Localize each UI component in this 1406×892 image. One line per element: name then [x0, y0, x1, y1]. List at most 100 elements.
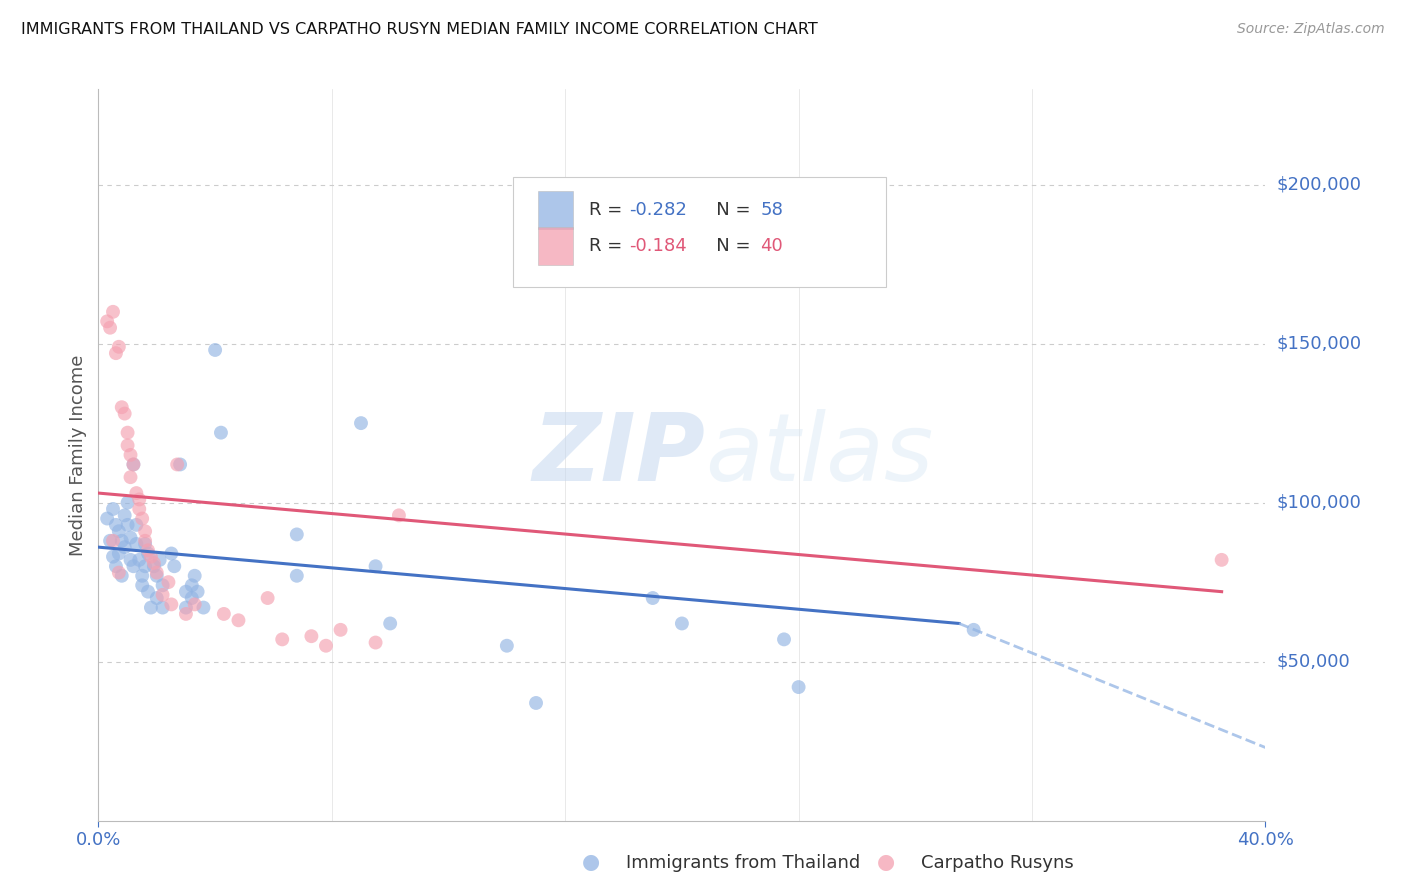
Point	[149, 553, 172, 567]
Point	[134, 537, 156, 551]
Point	[641, 591, 664, 605]
Point	[122, 458, 145, 472]
Point	[104, 517, 127, 532]
Point	[773, 632, 796, 647]
Point	[128, 502, 150, 516]
Point	[183, 598, 205, 612]
Point	[285, 568, 308, 582]
Point	[671, 616, 693, 631]
Text: $100,000: $100,000	[1277, 493, 1361, 512]
Point	[364, 559, 387, 574]
Text: -0.184: -0.184	[630, 237, 688, 255]
Point	[117, 438, 139, 452]
Text: 40: 40	[761, 237, 783, 255]
Point	[136, 547, 159, 561]
Text: 58: 58	[761, 201, 783, 219]
Point	[117, 517, 139, 532]
Point	[495, 639, 517, 653]
Point	[146, 591, 169, 605]
Point	[378, 616, 402, 631]
Text: Source: ZipAtlas.com: Source: ZipAtlas.com	[1237, 22, 1385, 37]
Point	[125, 486, 148, 500]
Point	[120, 470, 142, 484]
Point	[787, 680, 810, 694]
Text: N =: N =	[699, 201, 756, 219]
Point	[962, 623, 984, 637]
Point	[142, 559, 165, 574]
Point	[350, 416, 373, 430]
Point	[187, 584, 209, 599]
Point	[228, 613, 250, 627]
Point	[98, 533, 121, 548]
Point	[139, 600, 162, 615]
Point	[299, 629, 322, 643]
Point	[183, 568, 205, 582]
Point	[120, 553, 142, 567]
Point	[111, 533, 134, 548]
Point	[104, 559, 127, 574]
Point	[125, 517, 148, 532]
Point	[122, 559, 145, 574]
Point	[212, 607, 235, 621]
Point	[128, 553, 150, 567]
Point	[120, 531, 142, 545]
Point	[96, 314, 118, 328]
Text: $200,000: $200,000	[1277, 176, 1361, 194]
Point	[152, 578, 174, 592]
Point	[134, 524, 156, 539]
Point	[180, 578, 202, 592]
Point	[285, 527, 308, 541]
Text: IMMIGRANTS FROM THAILAND VS CARPATHO RUSYN MEDIAN FAMILY INCOME CORRELATION CHAR: IMMIGRANTS FROM THAILAND VS CARPATHO RUS…	[21, 22, 818, 37]
Text: ZIP: ZIP	[533, 409, 706, 501]
Point	[114, 540, 136, 554]
Point	[131, 511, 153, 525]
Point	[136, 543, 159, 558]
Point	[204, 343, 226, 357]
Text: ●: ●	[877, 853, 894, 872]
Point	[134, 559, 156, 574]
Point	[101, 533, 124, 548]
Point	[136, 584, 159, 599]
Text: Carpatho Rusyns: Carpatho Rusyns	[921, 855, 1074, 872]
Point	[157, 575, 180, 590]
Text: $50,000: $50,000	[1277, 653, 1350, 671]
Point	[142, 556, 165, 570]
Point	[125, 537, 148, 551]
Point	[146, 568, 169, 582]
Point	[209, 425, 232, 440]
Text: R =: R =	[589, 201, 627, 219]
Text: R =: R =	[589, 237, 627, 255]
Point	[114, 407, 136, 421]
Point	[139, 549, 162, 564]
Point	[256, 591, 278, 605]
Bar	[538, 191, 574, 229]
Point	[111, 568, 134, 582]
Point	[117, 495, 139, 509]
Point	[101, 549, 124, 564]
Point	[174, 584, 197, 599]
Text: atlas: atlas	[706, 409, 934, 500]
Point	[163, 559, 186, 574]
Point	[152, 588, 174, 602]
Bar	[538, 227, 574, 266]
Point	[160, 598, 183, 612]
Point	[101, 305, 124, 319]
Point	[271, 632, 294, 647]
Point	[128, 492, 150, 507]
Point	[174, 600, 197, 615]
Point	[364, 635, 387, 649]
Point	[160, 547, 183, 561]
Point	[146, 566, 169, 580]
Point	[114, 508, 136, 523]
Point	[117, 425, 139, 440]
Point	[166, 458, 188, 472]
Point	[524, 696, 547, 710]
Point	[152, 600, 174, 615]
Point	[134, 533, 156, 548]
FancyBboxPatch shape	[513, 177, 886, 286]
Text: N =: N =	[699, 237, 756, 255]
Point	[388, 508, 411, 523]
Text: $150,000: $150,000	[1277, 334, 1361, 352]
Point	[193, 600, 215, 615]
Point	[104, 346, 127, 360]
